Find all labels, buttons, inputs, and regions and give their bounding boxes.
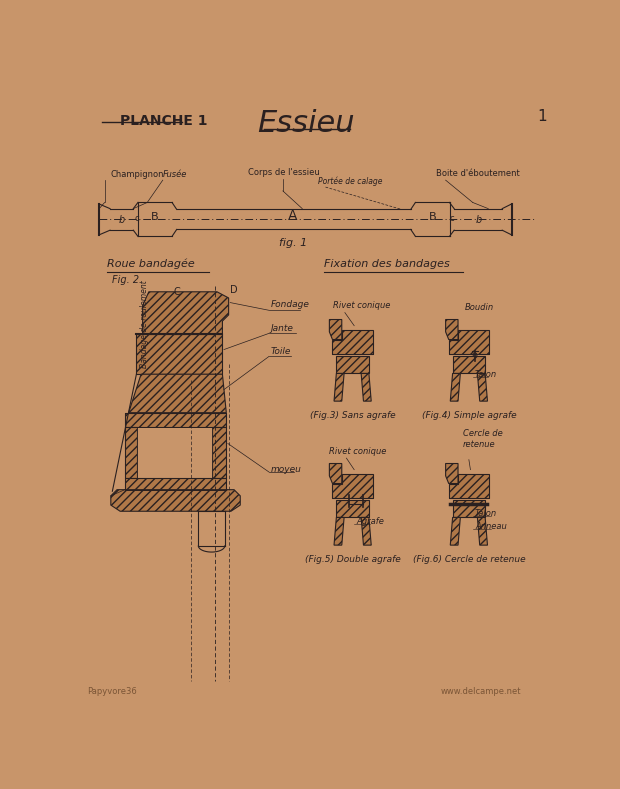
Text: moyeu: moyeu [270, 465, 301, 474]
Bar [137, 427, 212, 478]
Polygon shape [136, 335, 223, 374]
Polygon shape [446, 463, 458, 484]
Text: Roue bandagée: Roue bandagée [107, 259, 195, 269]
Text: b: b [118, 215, 125, 225]
FancyBboxPatch shape [125, 478, 226, 490]
Text: Papyvore36: Papyvore36 [87, 686, 136, 696]
Polygon shape [446, 320, 458, 339]
Text: Boite d'éboutement: Boite d'éboutement [435, 170, 520, 178]
Polygon shape [449, 473, 489, 498]
Polygon shape [477, 518, 487, 545]
Polygon shape [449, 330, 489, 354]
Text: (Fig.5) Double agrafe: (Fig.5) Double agrafe [305, 555, 401, 564]
Text: PLANCHE 1: PLANCHE 1 [120, 114, 208, 128]
Polygon shape [329, 320, 342, 339]
Text: Essieu: Essieu [257, 109, 355, 137]
Polygon shape [125, 427, 137, 478]
Polygon shape [361, 373, 371, 401]
Text: Agrafe: Agrafe [356, 517, 384, 525]
Polygon shape [334, 518, 344, 545]
Polygon shape [332, 473, 373, 498]
Text: B: B [151, 212, 159, 222]
Text: Fixation des bandages: Fixation des bandages [324, 259, 450, 269]
Text: (Fig.4) Simple agrafe: (Fig.4) Simple agrafe [422, 411, 516, 420]
Text: Anneau: Anneau [475, 522, 507, 531]
Text: Fusée: Fusée [162, 170, 187, 179]
Text: Toile: Toile [270, 347, 291, 356]
Polygon shape [336, 357, 369, 373]
Text: Fondage: Fondage [270, 300, 309, 309]
Polygon shape [329, 463, 342, 484]
Text: Rivet conique: Rivet conique [334, 301, 391, 310]
Text: fig. 1: fig. 1 [279, 237, 307, 248]
Polygon shape [336, 500, 369, 518]
Text: (Fig.6) Cercle de retenue: (Fig.6) Cercle de retenue [412, 555, 525, 564]
Text: Portée de calage: Portée de calage [317, 177, 383, 186]
Polygon shape [453, 500, 485, 518]
Text: Cercle de
retenue: Cercle de retenue [463, 429, 502, 449]
Polygon shape [143, 292, 229, 335]
Polygon shape [212, 427, 226, 478]
Text: Jante: Jante [270, 324, 293, 333]
Text: c: c [135, 214, 140, 223]
Polygon shape [453, 357, 485, 373]
Text: (Fig.3) Sans agrafe: (Fig.3) Sans agrafe [310, 411, 396, 420]
Text: B: B [428, 212, 436, 222]
Polygon shape [111, 490, 241, 511]
Polygon shape [477, 373, 487, 401]
Text: www.delcampe.net: www.delcampe.net [440, 686, 521, 696]
Polygon shape [334, 373, 344, 401]
Text: Champignon: Champignon [110, 170, 164, 179]
Text: c: c [450, 214, 454, 223]
Text: Talon: Talon [475, 509, 497, 518]
Text: 1: 1 [538, 109, 547, 124]
Text: D: D [230, 286, 238, 295]
Text: Corps de l'essieu: Corps de l'essieu [248, 168, 320, 177]
Polygon shape [129, 374, 226, 413]
FancyBboxPatch shape [125, 413, 226, 427]
Text: Talon: Talon [475, 370, 497, 380]
Text: b: b [476, 215, 482, 225]
Polygon shape [450, 373, 460, 401]
Text: Bandage de roulement: Bandage de roulement [140, 280, 149, 368]
Polygon shape [450, 518, 460, 545]
Text: Fig. 2: Fig. 2 [112, 275, 140, 285]
Text: Boudin: Boudin [465, 303, 494, 312]
Text: Rivet conique: Rivet conique [329, 447, 387, 456]
Polygon shape [332, 330, 373, 354]
Text: C: C [174, 287, 180, 297]
Text: A: A [288, 209, 298, 223]
Polygon shape [361, 518, 371, 545]
